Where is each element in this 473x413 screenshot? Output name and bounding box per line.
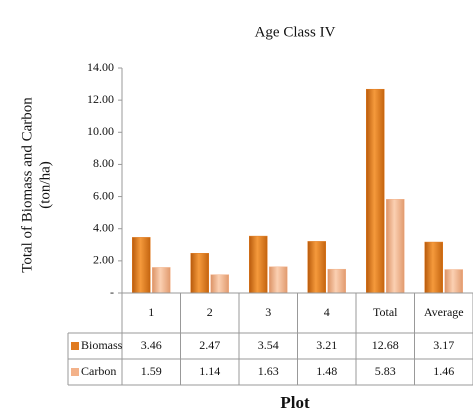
y-tick-label: 6.00 xyxy=(93,188,114,202)
y-tick-label: - xyxy=(110,285,114,299)
x-tick-label: 4 xyxy=(324,305,330,319)
x-tick-label: Total xyxy=(373,305,398,319)
y-axis-label-line: Total of Biomass and Carbon xyxy=(19,97,35,273)
table-value: 1.63 xyxy=(258,364,279,378)
x-tick-label: 1 xyxy=(148,305,154,319)
y-axis-label-line: (ton/ha) xyxy=(37,161,53,208)
table-value: 3.17 xyxy=(433,338,454,352)
x-axis-label: Plot xyxy=(280,393,310,412)
y-tick-label: 8.00 xyxy=(93,156,114,170)
bar xyxy=(249,235,268,294)
legend-swatch xyxy=(71,368,79,376)
table-value: 2.47 xyxy=(199,338,220,352)
bar xyxy=(444,269,463,294)
y-tick-label: 12.00 xyxy=(87,92,114,106)
bar xyxy=(307,241,326,294)
table-value: 1.48 xyxy=(316,364,337,378)
bar xyxy=(152,267,171,294)
x-tick-label: 2 xyxy=(207,305,213,319)
table-value: 3.21 xyxy=(316,338,337,352)
bar xyxy=(366,88,385,294)
bar xyxy=(132,237,151,294)
bar xyxy=(269,266,288,294)
y-tick-label: 10.00 xyxy=(87,124,114,138)
legend-label: Carbon xyxy=(81,364,116,378)
bar xyxy=(424,241,443,294)
bar xyxy=(190,253,209,294)
table-value: 12.68 xyxy=(372,338,399,352)
x-tick-label: 3 xyxy=(265,305,271,319)
table-value: 1.46 xyxy=(433,364,454,378)
bar xyxy=(210,274,229,294)
table-value: 1.14 xyxy=(199,364,220,378)
x-tick-label: Average xyxy=(424,305,464,319)
y-axis-label: Total of Biomass and Carbon (ton/ha) xyxy=(19,97,53,273)
table-value: 5.83 xyxy=(375,364,396,378)
bar xyxy=(327,268,346,294)
table-value: 1.59 xyxy=(141,364,162,378)
y-tick-label: 4.00 xyxy=(93,220,114,234)
legend-label: Biomass xyxy=(81,338,123,352)
legend-swatch xyxy=(71,342,79,350)
table-value: 3.54 xyxy=(258,338,279,352)
table-value: 3.46 xyxy=(141,338,162,352)
y-tick-label: 2.00 xyxy=(93,253,114,267)
chart-title: Age Class IV xyxy=(255,24,336,40)
y-tick-label: 14.00 xyxy=(87,60,114,74)
bar xyxy=(386,199,405,294)
